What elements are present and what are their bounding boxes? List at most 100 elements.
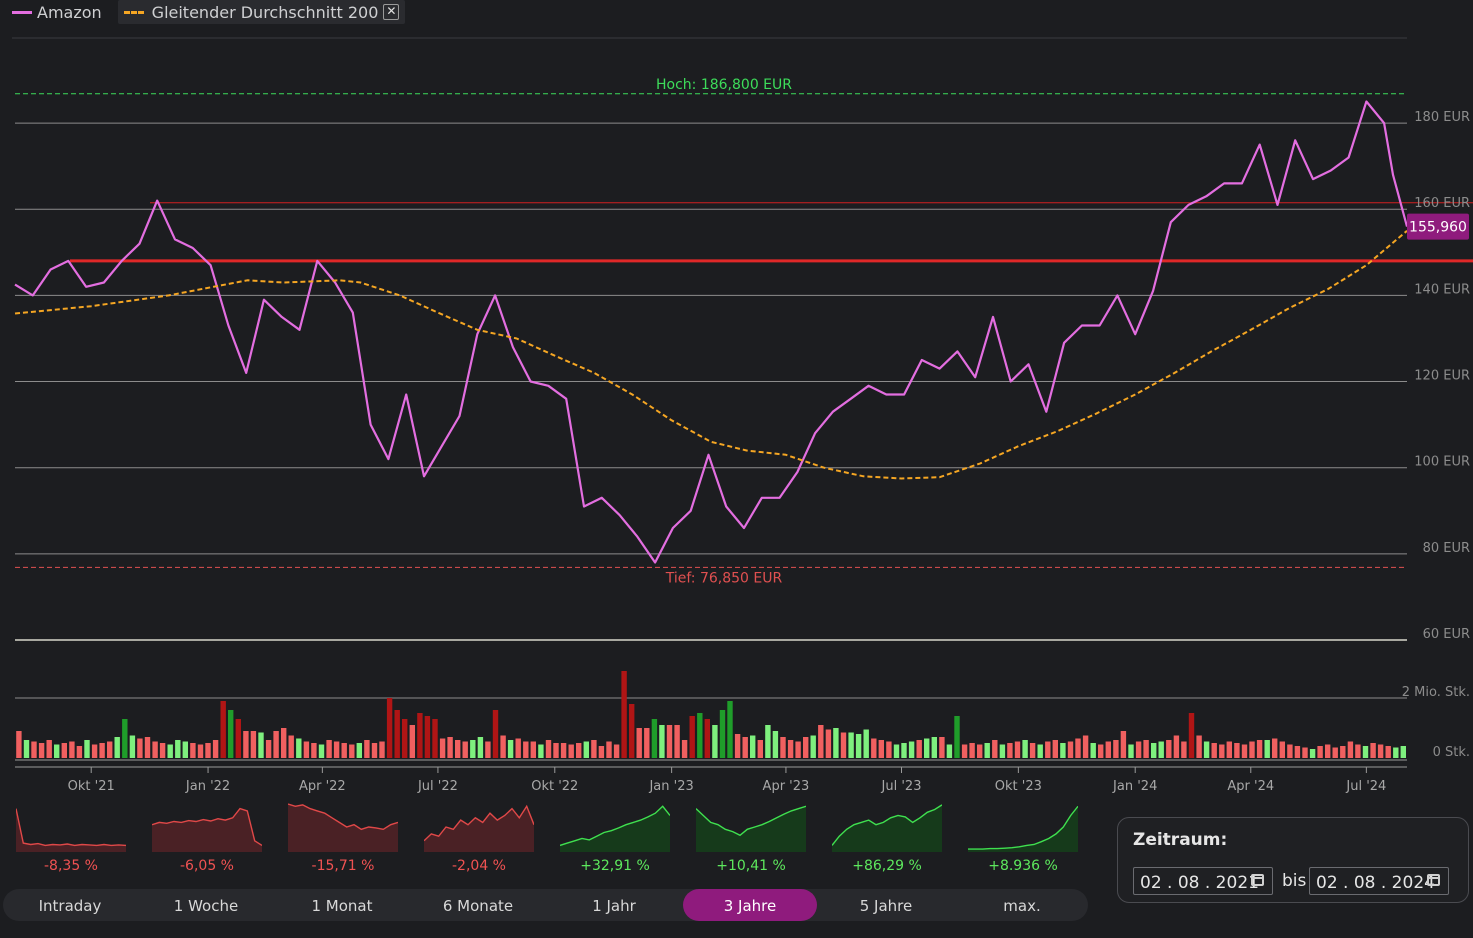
performance-chart[interactable]: +86,29 % [832,800,942,874]
x-tick-label: Okt '23 [995,779,1042,794]
volume-bar [1188,713,1195,758]
series-layer [14,100,1409,564]
volume-bar [220,701,226,758]
volume-bar [795,741,801,758]
x-tick-label: Apr '22 [299,779,346,794]
volume-bar [1272,738,1278,758]
performance-label: +86,29 % [852,858,922,874]
volume-bar [810,735,816,758]
volume-bar [712,725,718,758]
y-tick-label: 80 EUR [1423,541,1470,556]
volume-bar [371,743,378,758]
volume-bar [1113,740,1119,758]
volume-bar [1294,746,1301,758]
volume-bar [1098,744,1104,758]
volume-bar [848,732,854,758]
volume-bar [432,719,438,758]
sparkline-line [968,805,1078,850]
volume-bar [1347,741,1354,758]
performance-chart[interactable]: -15,71 % [288,800,398,874]
volume-bar [288,735,294,758]
legend-item-amazon[interactable]: Amazon [6,0,108,24]
performance-chart[interactable]: -6,05 % [152,800,262,874]
date-to-value: 02 . 08 . 2024 [1316,873,1435,893]
volume-bar [961,744,968,758]
volume-bar [765,725,771,758]
x-tick-label: Jul '23 [881,779,922,794]
tab-intraday[interactable]: Intraday [38,897,102,915]
volume-bar [523,741,529,758]
y-tick-label: 160 EUR [1414,196,1470,211]
volume-bar [818,725,824,758]
volume-bar [1317,746,1323,758]
calendar-icon[interactable] [1251,874,1264,886]
performance-chart[interactable]: +8.936 % [968,800,1078,874]
tab-3-jahre[interactable]: 3 Jahre [683,889,817,921]
volume-bar [1219,744,1225,758]
legend-item-moving-average[interactable]: Gleitender Durchschnitt 200 ✕ [117,0,406,24]
volume-bar [1340,746,1346,758]
volume-tick-label: 0 Stk. [1433,745,1470,760]
tab-1-monat[interactable]: 1 Monat [311,897,373,915]
volume-bars [16,671,1406,758]
volume-bar [871,738,877,758]
performance-chart[interactable]: +32,91 % [560,800,670,874]
volume-bar [1234,743,1240,758]
volume-bar [1082,735,1089,758]
volume-bar [1264,740,1270,758]
tab-6-monate[interactable]: 6 Monate [442,897,514,915]
legend-label-moving-average: Gleitender Durchschnitt 200 [151,2,379,22]
sparkline [968,805,1078,852]
performance-label: +10,41 % [716,858,786,874]
volume-bar [311,743,317,758]
calendar-icon[interactable] [1427,874,1440,886]
volume-bar [477,737,484,758]
volume-bar [122,719,128,758]
volume-bar [1060,743,1066,758]
volume-bar [1287,744,1293,758]
date-from-value: 02 . 08 . 2021 [1140,873,1259,893]
volume-bar [1370,743,1376,758]
performance-chart[interactable]: -8,35 % [16,800,126,874]
grid-layer [12,37,1473,773]
tab-5-jahre[interactable]: 5 Jahre [859,897,913,915]
date-from-input[interactable]: 02 . 08 . 2021 [1133,867,1273,895]
volume-bar [1022,740,1028,758]
volume-bar [560,743,567,758]
volume-bar [992,740,998,758]
volume-bar [1279,741,1285,758]
x-tick-label: Apr '24 [1227,779,1274,794]
volume-bar [1362,746,1369,758]
volume-bar [1045,741,1051,758]
performance-label: -2,04 % [452,858,506,874]
tab-max[interactable]: max. [1003,897,1041,915]
volume-bar [734,734,741,758]
volume-bar [750,735,756,758]
performance-chart[interactable]: -2,04 % [424,800,534,874]
x-tick-label: Jul '24 [1345,779,1386,794]
tab-1-jahr[interactable]: 1 Jahr [592,897,636,915]
volume-tick-label: 2 Mio. Stk. [1402,685,1470,700]
volume-bar [470,740,476,758]
performance-label: +8.936 % [988,858,1058,874]
volume-bar [1075,738,1081,758]
volume-bar [84,740,90,758]
volume-bar [886,741,892,758]
tab-1-woche[interactable]: 1 Woche [173,897,239,915]
legend-swatch-moving-average [123,10,144,14]
volume-bar [402,719,408,758]
volume-bar [878,740,884,758]
volume-bar [349,744,355,758]
performance-chart[interactable]: +10,41 % [696,800,806,874]
high-label: Hoch: 186,800 EUR [656,77,792,93]
label-layer: 180 EUR 160 EUR 140 EUR 120 EUR 100 EUR 80 EU… [68,77,1470,794]
volume-bar [23,740,30,758]
volume-bar [1309,749,1316,758]
volume-bar [1105,741,1111,758]
volume-bar [1014,741,1021,758]
close-icon[interactable]: ✕ [383,4,400,20]
volume-bar [394,710,400,758]
date-to-input[interactable]: 02 . 08 . 2024 [1309,867,1449,895]
volume-bar [651,719,658,758]
volume-bar [1332,747,1338,758]
